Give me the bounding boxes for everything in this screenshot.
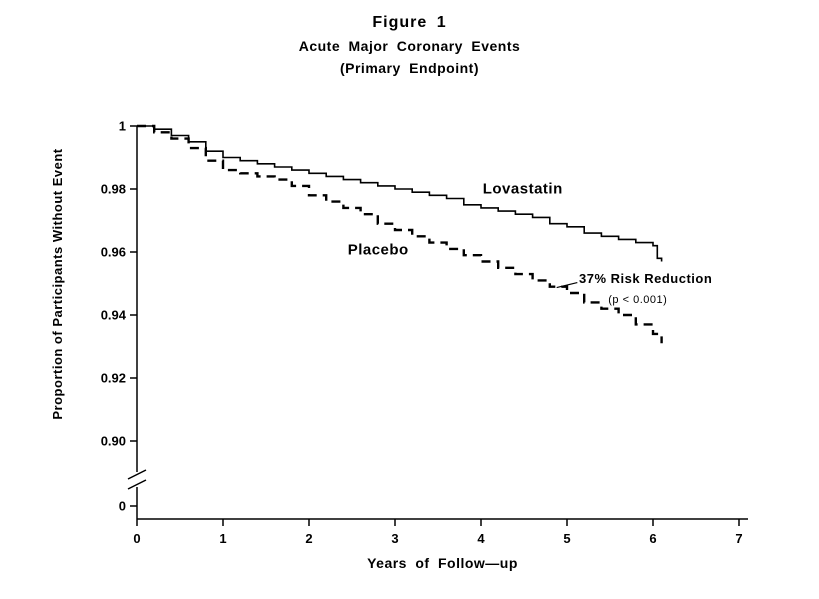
x-tick-label: 5 [563, 531, 570, 546]
y-tick-label: 0.92 [101, 371, 126, 386]
figure-subtitle-line2: (Primary Endpoint) [339, 60, 479, 76]
x-tick-label: 2 [305, 531, 312, 546]
x-tick-label: 1 [219, 531, 226, 546]
figure-title: Figure 1 [372, 14, 447, 31]
y-tick-label: 1 [119, 119, 126, 134]
x-tick-label: 0 [133, 531, 140, 546]
annotation-37-risk-reduction: 37% Risk Reduction [579, 271, 712, 286]
km-survival-chart: 1 0.98 0.96 0.94 0.92 0.90 0 0 1 2 3 4 5 6 7 Lovastatin… [50, 119, 748, 571]
annotation-lovastatin: Lovastatin [483, 181, 563, 198]
figure-subtitle-line1: Acute Major Coronary Events [298, 38, 521, 54]
axis-break-icon [127, 479, 147, 490]
x-tick-label: 7 [735, 531, 742, 546]
annotation-p-0-001: (p < 0.001) [608, 294, 667, 306]
y-tick-label: 0 [119, 499, 126, 514]
y-tick-label: 0.94 [101, 308, 127, 323]
x-tick-label: 6 [649, 531, 656, 546]
y-axis-title: Proportion of Participants Without Event [50, 148, 65, 419]
x-tick-label: 4 [477, 531, 485, 546]
y-tick-label: 0.90 [101, 434, 126, 449]
y-tick-label: 0.96 [101, 245, 126, 260]
x-tick-label: 3 [391, 531, 398, 546]
annotation-leader-line [556, 281, 578, 289]
series-line-placebo [137, 124, 663, 344]
series-line-lovastatin [137, 125, 663, 262]
axis-break-icon [127, 469, 147, 480]
annotation-placebo: Placebo [348, 242, 409, 259]
y-tick-label: 0.98 [101, 182, 126, 197]
x-axis-title: Years of Follow—up [367, 555, 518, 571]
